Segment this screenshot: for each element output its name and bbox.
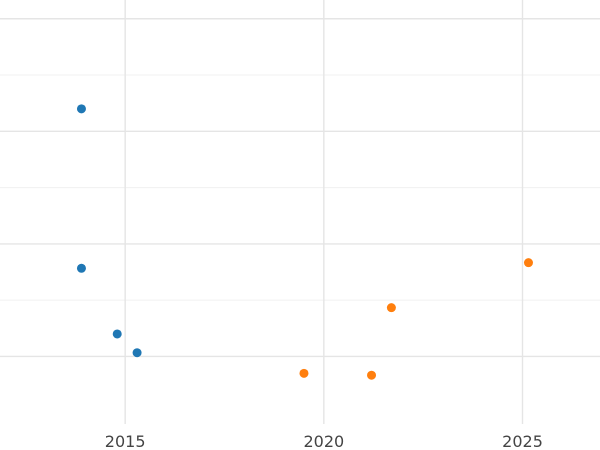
series-1-point-1 bbox=[367, 370, 377, 380]
x-tick-label-2: 2025 bbox=[502, 432, 543, 450]
series-0-point-3 bbox=[132, 348, 142, 358]
series-0-point-1 bbox=[76, 263, 86, 273]
series-1-point-3 bbox=[523, 258, 533, 268]
series-0-point-2 bbox=[112, 329, 122, 339]
x-axis-tick-labels: 2015 2020 2025 bbox=[105, 432, 543, 450]
series-1-point-0 bbox=[299, 368, 309, 378]
x-tick-label-0: 2015 bbox=[105, 432, 146, 450]
series-1-point-2 bbox=[386, 303, 396, 313]
series-0-point-0 bbox=[76, 104, 86, 114]
grid bbox=[0, 0, 600, 424]
x-tick-label-1: 2020 bbox=[303, 432, 344, 450]
data-points bbox=[76, 104, 533, 380]
